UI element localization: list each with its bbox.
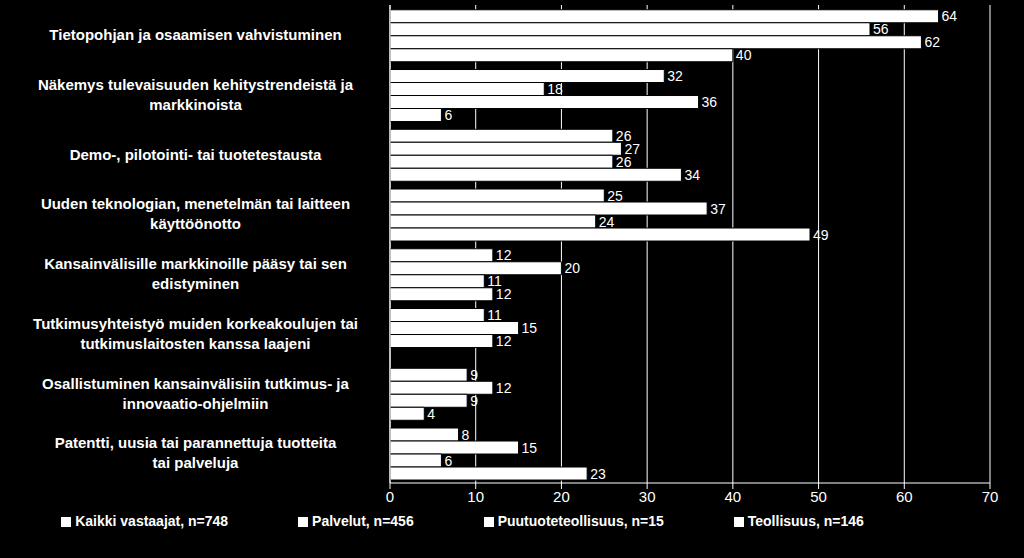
svg-text:Kansainvälisille markkinoille: Kansainvälisille markkinoille pääsy tai … <box>44 255 347 292</box>
svg-text:12: 12 <box>496 286 512 302</box>
svg-text:0: 0 <box>386 488 394 505</box>
svg-text:49: 49 <box>813 227 829 243</box>
svg-text:24: 24 <box>599 214 615 230</box>
svg-text:30: 30 <box>639 488 656 505</box>
svg-text:60: 60 <box>896 488 913 505</box>
html-text:Teollisuus, n=146: Teollisuus, n=146 <box>747 513 864 529</box>
svg-text:12: 12 <box>496 333 512 349</box>
svg-text:36: 36 <box>702 94 718 110</box>
svg-text:Näkemys tulevaisuuden kehityst: Näkemys tulevaisuuden kehitystrendeistä … <box>38 76 354 113</box>
svg-text:11: 11 <box>487 307 502 323</box>
svg-text:Osallistuminen kansainvälisiin: Osallistuminen kansainvälisiin tutkimus-… <box>42 375 349 412</box>
svg-text:20: 20 <box>553 488 570 505</box>
svg-text:26: 26 <box>615 127 632 144</box>
svg-text:9: 9 <box>470 393 478 409</box>
svg-text:11: 11 <box>487 273 502 290</box>
svg-text:Tutkimusyhteistyö muiden korke: Tutkimusyhteistyö muiden korkeakoulujen … <box>33 315 358 352</box>
svg-text:56: 56 <box>873 21 889 37</box>
svg-text:62: 62 <box>924 34 940 50</box>
svg-text:4: 4 <box>427 406 435 422</box>
svg-text:40: 40 <box>725 488 742 505</box>
svg-text:6: 6 <box>444 453 452 469</box>
svg-text:Patentti, uusia tai parannettu: Patentti, uusia tai parannettuja tuottei… <box>55 434 337 471</box>
html-text:Palvelut, n=456: Palvelut, n=456 <box>312 513 414 529</box>
svg-text:6: 6 <box>444 107 452 123</box>
svg-text:Tietopohjan ja osaamisen vahvi: Tietopohjan ja osaamisen vahvistuminen <box>49 26 341 43</box>
svg-text:32: 32 <box>667 68 683 84</box>
svg-text:12: 12 <box>496 247 512 263</box>
svg-text:27: 27 <box>624 140 640 157</box>
svg-text:18: 18 <box>547 81 563 97</box>
svg-text:15: 15 <box>522 320 538 336</box>
svg-text:12: 12 <box>496 380 512 396</box>
svg-text:8: 8 <box>462 427 470 443</box>
svg-text:15: 15 <box>522 440 538 456</box>
svg-text:34: 34 <box>684 167 700 183</box>
svg-text:64: 64 <box>942 8 958 24</box>
svg-text:Uuden teknologian, menetelmän: Uuden teknologian, menetelmän tai laitte… <box>41 195 350 232</box>
svg-text:25: 25 <box>607 188 623 204</box>
svg-text:23: 23 <box>590 466 606 482</box>
svg-text:9: 9 <box>470 367 478 383</box>
svg-text:Demo-, pilotointi- tai tuotete: Demo-, pilotointi- tai tuotetestausta <box>70 146 322 163</box>
svg-text:26: 26 <box>616 154 632 170</box>
svg-text:40: 40 <box>736 47 752 63</box>
html-text:Puutuoteteollisuus, n=15: Puutuoteteollisuus, n=15 <box>497 513 664 529</box>
svg-text:20: 20 <box>564 260 580 276</box>
svg-text:50: 50 <box>810 488 827 505</box>
html-text:Kaikki vastaajat, n=748: Kaikki vastaajat, n=748 <box>75 513 229 529</box>
svg-text:37: 37 <box>710 201 726 217</box>
svg-text:70: 70 <box>982 488 999 505</box>
svg-text:10: 10 <box>467 488 484 505</box>
